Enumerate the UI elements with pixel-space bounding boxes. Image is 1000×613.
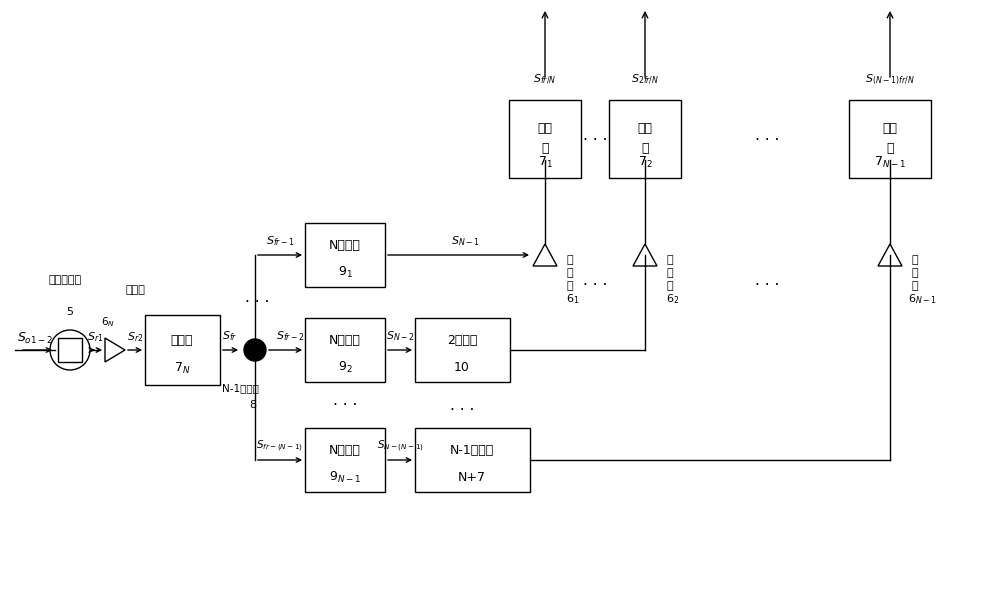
Text: · · ·: · · ·: [450, 403, 474, 417]
Text: 5: 5: [67, 307, 74, 317]
Polygon shape: [633, 244, 657, 266]
Circle shape: [50, 330, 90, 370]
Text: $S_{fr-1}$: $S_{fr-1}$: [266, 234, 294, 248]
Text: N分频器: N分频器: [329, 238, 361, 251]
Text: · · ·: · · ·: [755, 278, 780, 292]
Bar: [145, 315, 220, 385]
Text: $6_1$: $6_1$: [566, 292, 580, 306]
Text: · · ·: · · ·: [755, 132, 780, 148]
Text: 放: 放: [567, 255, 573, 265]
Text: $S_{N-1}$: $S_{N-1}$: [451, 234, 479, 248]
Bar: [305, 318, 385, 382]
Text: $6_2$: $6_2$: [666, 292, 680, 306]
Text: 器: 器: [567, 281, 573, 291]
Text: $9_2$: $9_2$: [338, 359, 352, 375]
Text: · · ·: · · ·: [583, 278, 607, 292]
Text: $S_{fr}$: $S_{fr}$: [222, 329, 238, 343]
Text: $S_{N-2}$: $S_{N-2}$: [386, 329, 414, 343]
Bar: [415, 428, 530, 492]
Text: N+7: N+7: [458, 471, 486, 484]
Text: 滤波: 滤波: [882, 121, 897, 134]
Text: N分频器: N分频器: [329, 333, 361, 346]
Circle shape: [244, 339, 266, 361]
Text: $7_2$: $7_2$: [638, 154, 652, 170]
Text: $7_{N-1}$: $7_{N-1}$: [874, 154, 906, 170]
Text: $7_1$: $7_1$: [538, 154, 552, 170]
Polygon shape: [878, 244, 902, 266]
Bar: [415, 318, 510, 382]
Text: $S_{r2}$: $S_{r2}$: [127, 330, 143, 344]
Text: $9_1$: $9_1$: [338, 264, 352, 280]
Bar: [305, 223, 385, 287]
Text: 大: 大: [567, 268, 573, 278]
Text: $6_{N-1}$: $6_{N-1}$: [908, 292, 936, 306]
Text: $S_{fr/N}$: $S_{fr/N}$: [533, 73, 557, 87]
Polygon shape: [533, 244, 557, 266]
Text: 大: 大: [667, 268, 673, 278]
Text: $S_{2fr/N}$: $S_{2fr/N}$: [631, 73, 659, 87]
Text: 8: 8: [249, 400, 257, 410]
Text: 器: 器: [886, 142, 894, 154]
Bar: [509, 100, 581, 178]
Text: 放: 放: [912, 255, 918, 265]
Bar: [849, 100, 931, 178]
Text: N分频器: N分频器: [329, 443, 361, 457]
Text: 大: 大: [912, 268, 918, 278]
Text: $7_N$: $7_N$: [174, 360, 190, 376]
Text: 放: 放: [667, 255, 673, 265]
Text: 滤波: 滤波: [538, 121, 552, 134]
Text: · · ·: · · ·: [245, 295, 269, 310]
Polygon shape: [105, 338, 125, 362]
Text: $S_{fr-2}$: $S_{fr-2}$: [276, 329, 305, 343]
Text: 2倍频器: 2倍频器: [447, 333, 477, 346]
Text: $S_{fr-(N-1)}$: $S_{fr-(N-1)}$: [256, 438, 304, 454]
Text: $6_N$: $6_N$: [101, 315, 115, 329]
Bar: [58, 338, 82, 362]
Text: 器: 器: [541, 142, 549, 154]
Text: $S_{o1-2}$: $S_{o1-2}$: [17, 330, 53, 346]
Text: $S_{(N-1)fr/N}$: $S_{(N-1)fr/N}$: [865, 73, 915, 87]
Bar: [609, 100, 681, 178]
Text: $9_{N-1}$: $9_{N-1}$: [329, 470, 361, 484]
Text: 10: 10: [454, 360, 470, 373]
Text: N-1功分器: N-1功分器: [222, 383, 258, 393]
Text: · · ·: · · ·: [333, 397, 357, 413]
Text: 高速光电管: 高速光电管: [48, 275, 82, 285]
Text: N-1倍频器: N-1倍频器: [450, 443, 494, 457]
Text: 滤波器: 滤波器: [171, 333, 193, 346]
Text: 放大器: 放大器: [125, 285, 145, 295]
Text: 器: 器: [667, 281, 673, 291]
Text: 器: 器: [912, 281, 918, 291]
Text: 滤波: 滤波: [638, 121, 652, 134]
Text: $S_{r1}$: $S_{r1}$: [87, 330, 103, 344]
Text: · · ·: · · ·: [583, 132, 607, 148]
Text: $S_{N-(N-1)}$: $S_{N-(N-1)}$: [377, 438, 423, 454]
Text: 器: 器: [641, 142, 649, 154]
Bar: [305, 428, 385, 492]
